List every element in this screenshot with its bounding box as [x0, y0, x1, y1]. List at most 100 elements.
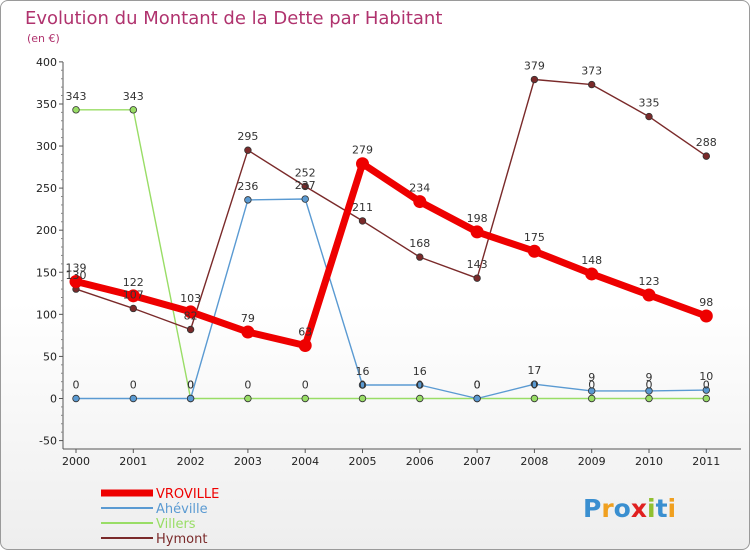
data-label: 0	[588, 379, 595, 392]
data-label: 295	[237, 130, 258, 143]
y-tick-label: 150	[36, 266, 57, 279]
series-point-3	[301, 182, 309, 191]
data-label: 343	[66, 90, 87, 103]
series-point-vroville	[642, 288, 656, 302]
y-tick-label: 250	[36, 182, 57, 195]
series-point-1	[186, 394, 195, 403]
series-point-3	[588, 80, 596, 89]
data-label: 9	[646, 371, 653, 384]
data-label: 252	[295, 166, 316, 179]
data-label: 17	[527, 364, 541, 377]
series-point-1	[416, 381, 424, 389]
y-tick-label: 400	[36, 56, 57, 69]
logo-letter: i	[668, 494, 677, 523]
data-label: 0	[244, 379, 251, 392]
data-label: 107	[123, 288, 144, 301]
y-tick-label: 50	[43, 350, 57, 363]
data-label: 0	[130, 379, 137, 392]
series-point-2	[129, 106, 137, 114]
series-point-2	[416, 394, 424, 403]
x-tick-label: 2003	[234, 455, 262, 468]
data-label: 123	[639, 275, 660, 288]
series-point-vroville	[241, 325, 255, 339]
data-label: 9	[588, 371, 595, 384]
data-label: 211	[352, 201, 373, 214]
x-tick-label: 2005	[349, 455, 377, 468]
y-tick-label: 100	[36, 308, 57, 321]
logo-letter: P	[583, 494, 601, 523]
series-point-3	[186, 325, 195, 334]
data-label: 0	[474, 379, 481, 392]
data-label: 16	[413, 365, 427, 378]
data-label: 373	[581, 65, 602, 78]
data-label: 0	[359, 379, 366, 392]
data-label: 198	[467, 212, 488, 225]
series-line-2	[75, 109, 707, 400]
series-point-vroville	[585, 267, 599, 281]
data-label: 122	[123, 276, 144, 289]
series-point-vroville	[356, 157, 369, 171]
series-point-vroville	[699, 309, 713, 323]
x-tick-label: 2000	[62, 455, 90, 468]
series-point-2	[244, 394, 252, 403]
chart-subtitle: (en €)	[27, 32, 60, 45]
x-tick-label: 2001	[119, 455, 147, 468]
series-point-2	[530, 394, 539, 403]
data-label: 335	[639, 97, 660, 110]
series-point-1	[72, 394, 80, 403]
series-point-2	[588, 394, 596, 403]
series-point-3	[358, 217, 367, 225]
series-point-1	[129, 394, 137, 403]
series-point-3	[244, 146, 252, 154]
data-label: 143	[467, 258, 488, 271]
series-point-1	[530, 380, 539, 388]
series-point-2	[645, 394, 653, 403]
series-point-vroville	[184, 305, 198, 319]
data-label: 379	[524, 60, 545, 73]
series-point-vroville	[413, 195, 427, 209]
data-label: 0	[302, 379, 309, 392]
data-label: 343	[123, 90, 144, 103]
series-point-1	[301, 195, 309, 203]
y-tick-label: -50	[39, 435, 57, 448]
data-label: 0	[73, 379, 80, 392]
chart-title: Evolution du Montant de la Dette par Hab…	[25, 8, 442, 29]
data-label: 175	[524, 231, 545, 244]
series-point-1	[244, 196, 252, 204]
series-point-vroville	[470, 225, 484, 239]
series-point-3	[473, 274, 481, 282]
data-label: 139	[66, 262, 87, 275]
x-tick-label: 2006	[406, 455, 434, 468]
series-point-3	[645, 112, 653, 121]
data-label: 279	[352, 144, 373, 157]
data-label: 0	[187, 379, 194, 392]
data-label: 237	[295, 179, 316, 192]
legend-label: Hymont	[156, 532, 207, 547]
series-point-3	[702, 152, 710, 160]
data-label: 79	[241, 312, 255, 325]
series-line-3	[75, 78, 707, 331]
logo-letter: r	[601, 494, 614, 523]
series-point-3	[530, 75, 539, 84]
series-line-1	[75, 198, 707, 400]
legend-label: Villers	[156, 517, 196, 532]
proxiti-logo: Proxiti	[583, 494, 676, 523]
x-tick-label: 2008	[520, 455, 548, 468]
y-tick-label: 200	[36, 224, 57, 237]
series-point-2	[301, 394, 309, 403]
legend-label: Ahéville	[156, 502, 208, 517]
data-label: 98	[699, 296, 713, 309]
logo-letter: o	[614, 494, 631, 523]
data-label: 0	[474, 379, 481, 392]
logo-letter: t	[656, 494, 668, 523]
y-tick-label: 0	[50, 393, 57, 406]
series-point-vroville	[126, 289, 140, 303]
x-tick-label: 2004	[291, 455, 319, 468]
data-label: 130	[66, 269, 87, 282]
series-point-vroville	[298, 338, 312, 352]
x-tick-label: 2010	[635, 455, 663, 468]
